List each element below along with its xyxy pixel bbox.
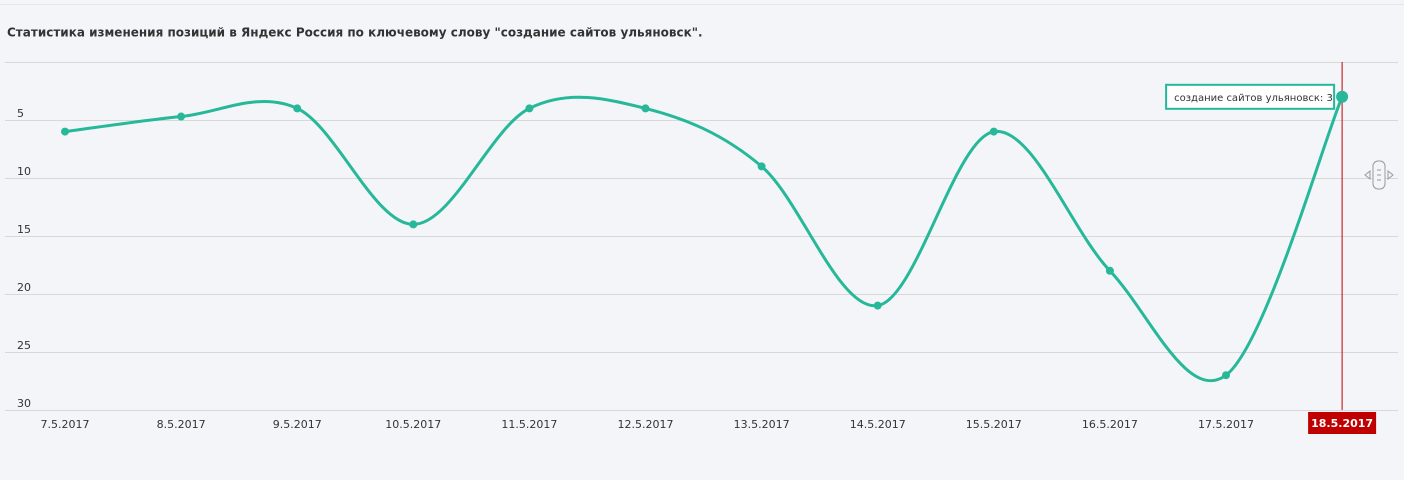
x-tick-label: 12.5.2017 xyxy=(618,418,674,431)
x-tick-label: 9.5.2017 xyxy=(273,418,322,431)
y-tick-label: 5 xyxy=(17,107,24,120)
chart-title: Статистика изменения позиций в Яндекс Ро… xyxy=(7,26,703,40)
y-tick-label: 30 xyxy=(17,397,31,410)
tooltip-text: создание сайтов ульяновск: 3 xyxy=(1174,93,1333,104)
data-point xyxy=(525,104,534,113)
data-point xyxy=(61,127,69,136)
data-point xyxy=(989,127,998,136)
x-tick-label: 10.5.2017 xyxy=(385,418,441,431)
data-point xyxy=(1105,266,1114,275)
tooltip xyxy=(1165,83,1336,110)
data-point xyxy=(873,301,882,310)
x-tick-label: 8.5.2017 xyxy=(157,418,206,431)
x-tick-label: 17.5.2017 xyxy=(1198,418,1254,431)
tooltip-value: 3 xyxy=(1326,93,1332,104)
data-point xyxy=(1222,371,1230,380)
data-point xyxy=(641,104,650,113)
x-tick-label: 18.5.2017 xyxy=(1311,417,1373,430)
x-tick-label: 7.5.2017 xyxy=(41,418,90,431)
data-point xyxy=(409,220,418,229)
data-point xyxy=(293,104,302,113)
data-point xyxy=(177,112,186,121)
x-tick-label: 11.5.2017 xyxy=(501,418,557,431)
y-tick-label: 25 xyxy=(17,339,31,352)
x-tick-label: 16.5.2017 xyxy=(1082,418,1138,431)
x-tick-label: 13.5.2017 xyxy=(734,418,790,431)
x-tick-label: 14.5.2017 xyxy=(850,418,906,431)
navigator-handle[interactable] xyxy=(1364,160,1394,190)
data-point xyxy=(1336,90,1349,103)
y-tick-label: 10 xyxy=(17,165,31,178)
y-tick-label: 20 xyxy=(17,281,31,294)
y-tick-label: 15 xyxy=(17,223,31,236)
x-tick-label: 15.5.2017 xyxy=(966,418,1022,431)
data-point xyxy=(757,162,766,171)
x-label-highlight xyxy=(1308,412,1377,434)
series-line xyxy=(64,95,1344,383)
tooltip-series-name: создание сайтов ульяновск xyxy=(1174,93,1320,104)
